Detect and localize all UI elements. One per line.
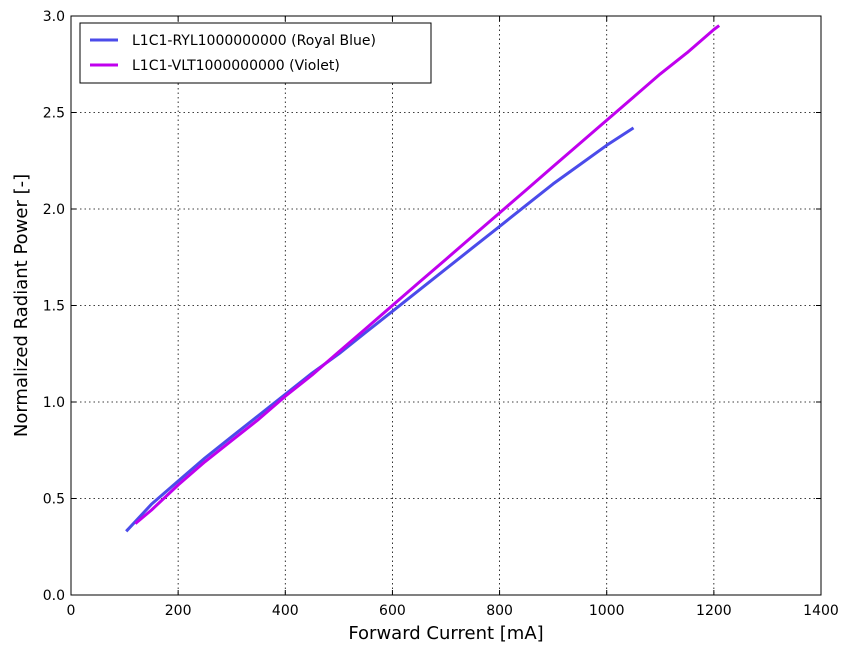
y-tick-label: 0.5 — [43, 492, 65, 508]
y-axis-title: Normalized Radiant Power [-] — [11, 174, 32, 437]
legend: L1C1-RYL1000000000 (Royal Blue) L1C1-VLT1… — [79, 22, 432, 84]
y-tick-label: 2.0 — [43, 202, 65, 218]
x-tick-label: 800 — [486, 603, 513, 619]
x-tick-label: 1000 — [589, 603, 625, 619]
y-tick-label: 0.0 — [43, 588, 65, 604]
x-tick-label: 200 — [165, 603, 192, 619]
series-line-2 — [134, 24, 721, 525]
x-tick-label: 1400 — [803, 603, 839, 619]
y-tick-label: 3.0 — [43, 9, 65, 25]
x-tick-label: 1200 — [696, 603, 732, 619]
y-tick-label: 1.0 — [43, 395, 65, 411]
legend-label: L1C1-VLT1000000000 (Violet) — [132, 58, 340, 74]
y-tick-label: 2.5 — [43, 106, 65, 122]
legend-box — [79, 22, 432, 84]
x-tick-label: 600 — [379, 603, 406, 619]
x-tick-label: 400 — [272, 603, 299, 619]
x-tick-label: 0 — [67, 603, 76, 619]
x-axis-title: Forward Current [mA] — [348, 623, 543, 644]
grid-lines — [71, 16, 821, 595]
series-lines — [125, 24, 721, 533]
legend-label: L1C1-RYL1000000000 (Royal Blue) — [132, 33, 376, 49]
axis-ticks: 0 200 400 600 800 1000 1200 1400 0.0 0.5 1.0 1.5 2.0… — [43, 9, 839, 619]
y-tick-label: 1.5 — [43, 299, 65, 315]
series-line-1 — [125, 126, 635, 533]
